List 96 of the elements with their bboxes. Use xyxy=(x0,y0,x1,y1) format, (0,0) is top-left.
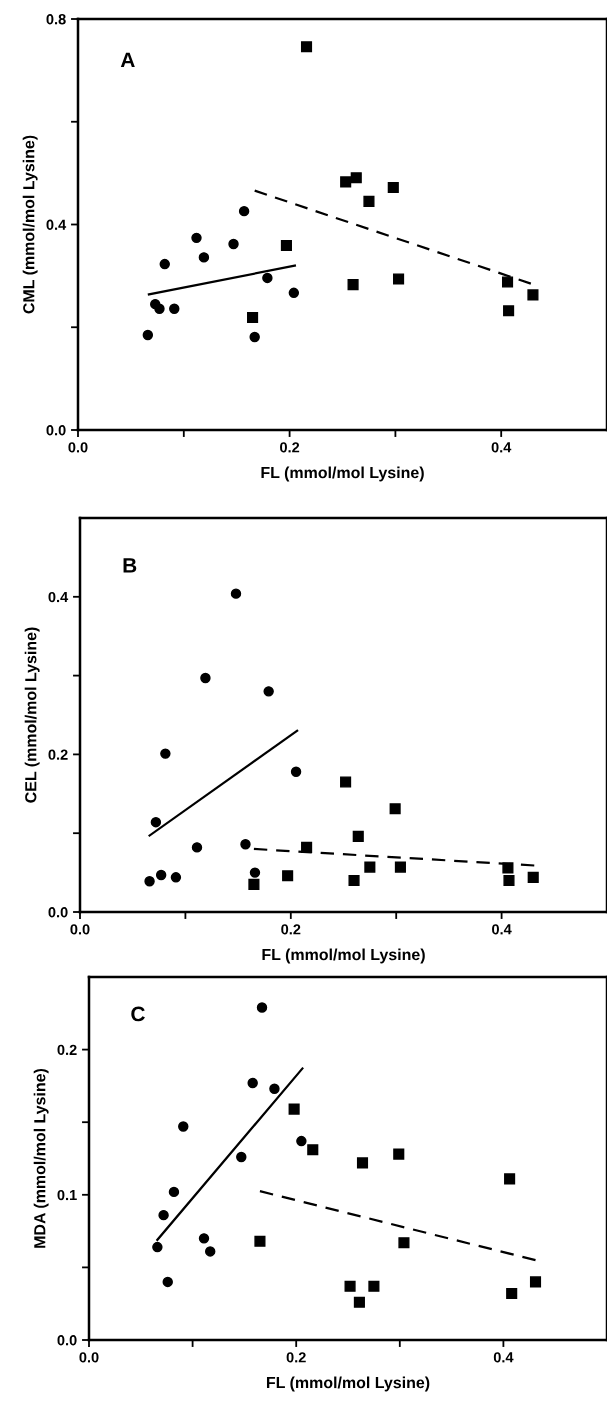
point xyxy=(300,41,313,53)
point xyxy=(503,305,515,317)
x-tick-label: 0.0 xyxy=(70,924,90,935)
point xyxy=(249,331,260,343)
point xyxy=(363,195,375,207)
point xyxy=(152,1241,163,1253)
point xyxy=(288,287,300,299)
y-axis-title: MDA (mmol/mol Lysine) xyxy=(33,1068,49,1248)
y-tick-label: 0.4 xyxy=(48,591,69,603)
point xyxy=(198,1233,210,1244)
point xyxy=(249,867,261,878)
point xyxy=(393,273,405,285)
point xyxy=(398,1237,410,1249)
point xyxy=(254,1235,266,1247)
point xyxy=(200,672,211,684)
point xyxy=(191,232,202,244)
point xyxy=(352,830,364,842)
y-tick-label: 0.0 xyxy=(57,1335,77,1346)
x-tick-label: 0.4 xyxy=(493,1352,514,1363)
point xyxy=(529,1276,542,1288)
point xyxy=(169,303,180,314)
x-tick-label: 0.4 xyxy=(492,924,512,935)
point xyxy=(527,289,539,301)
point xyxy=(155,869,167,881)
point xyxy=(168,1186,180,1198)
y-tick-label: 0.1 xyxy=(57,1189,77,1201)
point xyxy=(247,311,259,324)
point xyxy=(280,240,292,252)
point xyxy=(506,1287,518,1300)
y-tick-label: 0.0 xyxy=(48,907,68,918)
point xyxy=(344,1280,356,1292)
point xyxy=(240,839,251,850)
x-tick-label: 0.2 xyxy=(281,924,301,935)
point xyxy=(160,748,171,759)
point xyxy=(340,176,352,188)
point xyxy=(238,205,250,217)
point xyxy=(198,252,210,263)
point xyxy=(263,686,274,697)
point xyxy=(248,878,260,890)
point xyxy=(290,766,302,777)
point xyxy=(348,874,360,887)
point xyxy=(191,842,203,853)
point xyxy=(387,181,399,194)
y-tick-label: 0.2 xyxy=(48,749,68,760)
point xyxy=(158,1209,169,1221)
x-tick-label: 0.2 xyxy=(280,442,300,453)
x-axis-title: FL (mmol/mol Lysine) xyxy=(262,948,425,964)
point xyxy=(350,172,362,184)
point xyxy=(504,1173,516,1185)
y-tick-label: 0.2 xyxy=(57,1044,77,1056)
point xyxy=(389,803,401,815)
point xyxy=(144,876,155,887)
point xyxy=(256,1002,268,1013)
x-tick-label: 0.2 xyxy=(286,1352,306,1363)
point xyxy=(159,258,170,270)
y-axis-title: CEL (mmol/mol Lysine) xyxy=(24,627,40,803)
y-tick-label: 0.8 xyxy=(46,14,66,25)
point xyxy=(236,1151,247,1163)
point xyxy=(356,1157,369,1169)
point xyxy=(282,870,294,882)
point xyxy=(269,1083,280,1095)
point xyxy=(142,329,154,341)
point xyxy=(296,1135,307,1147)
x-tick-label: 0.0 xyxy=(68,442,88,453)
point xyxy=(230,588,242,599)
point xyxy=(340,776,352,788)
annotation: A xyxy=(120,52,135,67)
y-tick-label: 0.0 xyxy=(46,425,66,436)
point xyxy=(150,816,162,828)
x-tick-label: 0.4 xyxy=(491,442,512,453)
annotation: B xyxy=(123,558,137,573)
point xyxy=(368,1280,380,1292)
point xyxy=(178,1121,189,1132)
x-axis-title: FL (mmol/mol Lysine) xyxy=(266,1376,430,1392)
point xyxy=(353,1296,365,1308)
point xyxy=(307,1144,319,1156)
point xyxy=(347,279,359,291)
point xyxy=(262,272,273,284)
point xyxy=(162,1276,173,1288)
annotation: C xyxy=(131,1006,145,1022)
point xyxy=(394,861,406,873)
x-tick-label: 0.0 xyxy=(79,1352,99,1363)
point xyxy=(247,1077,258,1089)
point xyxy=(228,238,239,250)
point xyxy=(364,861,376,873)
point xyxy=(288,1103,300,1115)
point xyxy=(527,871,539,883)
y-tick-label: 0.4 xyxy=(46,219,67,230)
point xyxy=(393,1148,405,1160)
y-axis-title: CML (mmol/mol Lysine) xyxy=(22,135,38,314)
point xyxy=(205,1246,216,1257)
point xyxy=(154,303,165,314)
x-axis-title: FL (mmol/mol Lysine) xyxy=(261,466,424,482)
point xyxy=(170,872,182,883)
point xyxy=(501,276,514,288)
point xyxy=(503,874,515,887)
